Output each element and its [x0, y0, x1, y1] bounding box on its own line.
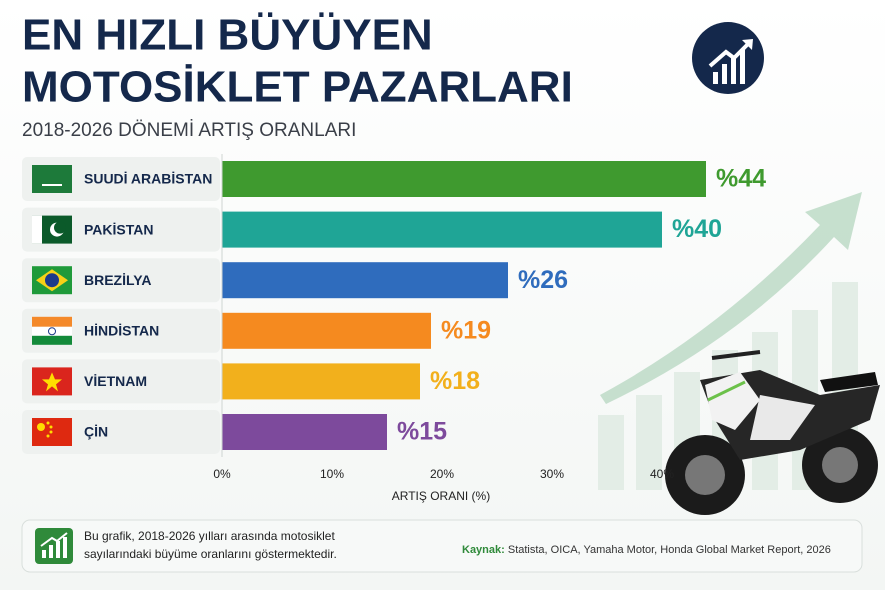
flag — [32, 316, 72, 327]
flag — [32, 335, 72, 345]
source-label: Kaynak: — [462, 544, 505, 556]
y-tick-label: BREZİLYA — [84, 272, 151, 288]
flag — [48, 327, 56, 336]
bar — [222, 312, 431, 349]
value-label: %15 — [397, 418, 447, 446]
trend-icon — [692, 22, 764, 94]
bar — [222, 211, 662, 248]
flag — [49, 425, 53, 429]
value-label: %19 — [441, 316, 491, 344]
flag — [46, 421, 50, 425]
flag — [54, 221, 66, 234]
flag — [49, 430, 53, 434]
title-line: EN HIZLI BÜYÜYEN — [22, 11, 433, 60]
flag — [37, 423, 45, 431]
flag — [32, 215, 42, 244]
flag — [46, 434, 50, 438]
x-tick-label: 10% — [320, 467, 344, 481]
flag — [32, 326, 72, 336]
footer-source: Kaynak: Statista, OICA, Yamaha Motor, Ho… — [462, 544, 831, 556]
title-line: MOTOSİKLET PAZARLARI — [22, 63, 573, 112]
y-tick-label: PAKİSTAN — [84, 221, 153, 237]
x-axis-label: ARTIŞ ORANI (%) — [392, 489, 490, 503]
x-tick-label: 0% — [213, 467, 231, 481]
x-tick-label: 20% — [430, 467, 454, 481]
source-text: Statista, OICA, Yamaha Motor, Honda Glob… — [508, 544, 831, 556]
flag — [42, 372, 62, 392]
motorcycle — [665, 350, 880, 515]
footer-note: Bu grafik, 2018-2026 yılları arasında mo… — [84, 529, 335, 543]
value-label: %44 — [716, 165, 766, 193]
x-tick-label: 30% — [540, 467, 564, 481]
bar — [222, 363, 420, 400]
value-label: %26 — [518, 266, 568, 294]
y-tick-label: SUUDİ ARABİSTAN — [84, 171, 212, 187]
footer-box — [21, 519, 863, 573]
x-tick-label: 40% — [650, 467, 674, 481]
bar — [222, 414, 387, 450]
footer-note: sayılarındaki büyüme oranlarını gösterme… — [84, 547, 337, 561]
flag — [45, 273, 59, 288]
bar — [222, 262, 508, 299]
y-tick-label: HİNDİSTAN — [84, 323, 159, 339]
bar — [222, 161, 706, 197]
flag — [32, 165, 72, 193]
value-label: %40 — [672, 215, 722, 243]
y-tick-label: ÇİN — [84, 424, 108, 440]
footer-icon — [35, 528, 73, 564]
subtitle: 2018-2026 DÖNEMİ ARTIŞ ORANLARI — [22, 120, 356, 141]
value-label: %18 — [430, 367, 480, 395]
y-tick-label: VİETNAM — [84, 373, 147, 389]
decor-arrow — [600, 192, 862, 404]
